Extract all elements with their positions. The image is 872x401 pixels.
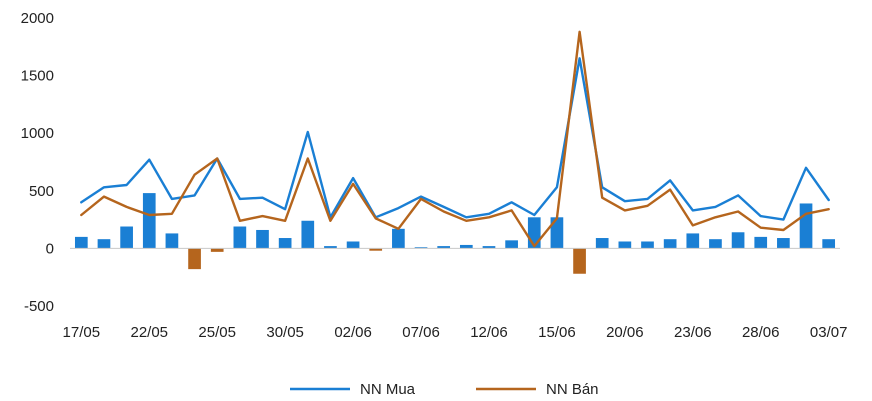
- bar: [822, 239, 836, 249]
- bar: [278, 238, 292, 249]
- x-tick-label: 28/06: [742, 324, 780, 341]
- y-tick-label: 500: [29, 183, 54, 200]
- x-tick-label: 23/06: [674, 324, 712, 341]
- bar: [550, 217, 564, 249]
- bar: [414, 247, 428, 249]
- bar: [641, 241, 654, 249]
- bar: [595, 238, 609, 249]
- bar: [256, 229, 269, 249]
- x-tick-label: 03/07: [810, 324, 848, 341]
- series-line-nn-mua: [80, 57, 830, 221]
- bar: [731, 232, 745, 249]
- bar: [392, 228, 405, 249]
- y-tick-label: 1500: [21, 68, 54, 85]
- y-tick-label: 0: [46, 240, 54, 257]
- x-tick-label: 15/06: [538, 324, 576, 341]
- bar: [97, 239, 111, 249]
- bar: [527, 217, 541, 249]
- bar: [324, 246, 337, 249]
- bar: [346, 241, 360, 249]
- bar: [233, 226, 247, 249]
- bar: [437, 246, 451, 249]
- bar: [482, 246, 496, 249]
- x-tick-label: 25/05: [198, 324, 236, 341]
- bar: [74, 236, 88, 249]
- legend: NN Mua NN Bán: [290, 381, 599, 398]
- bar: [120, 226, 133, 249]
- x-tick-label: 07/06: [402, 324, 440, 341]
- bar: [663, 239, 677, 249]
- bar: [369, 248, 383, 251]
- bar: [754, 236, 768, 249]
- series-line-nn-ban: [80, 30, 830, 248]
- bar: [459, 244, 473, 249]
- bar: [301, 220, 315, 249]
- x-tick-label: 22/05: [130, 324, 168, 341]
- legend-label: NN Mua: [360, 381, 416, 398]
- bar: [777, 238, 790, 249]
- bar-series: [74, 193, 836, 274]
- bar: [709, 239, 722, 249]
- x-tick-label: 02/06: [334, 324, 372, 341]
- y-tick-label: 1000: [21, 125, 54, 142]
- x-tick-label: 20/06: [606, 324, 644, 341]
- line-series-group: [80, 30, 830, 248]
- y-axis-ticks: 2000 1500 1000 500 0 -500: [21, 10, 54, 315]
- bar: [188, 248, 201, 270]
- x-axis-ticks: 17/05 22/05 25/05 30/05 02/06 07/06 12/06 15/06…: [63, 324, 848, 341]
- x-tick-label: 30/05: [266, 324, 304, 341]
- bar: [210, 248, 224, 252]
- bar: [165, 233, 179, 249]
- x-tick-label: 12/06: [470, 324, 508, 341]
- x-tick-label: 17/05: [63, 324, 101, 341]
- bar: [142, 193, 156, 249]
- y-tick-label: 2000: [21, 10, 54, 27]
- bar: [618, 241, 632, 249]
- y-tick-label: -500: [24, 298, 54, 315]
- bar: [505, 240, 518, 249]
- bar: [573, 248, 586, 274]
- bar: [686, 233, 700, 249]
- bar: [799, 203, 813, 249]
- legend-label: NN Bán: [546, 381, 599, 398]
